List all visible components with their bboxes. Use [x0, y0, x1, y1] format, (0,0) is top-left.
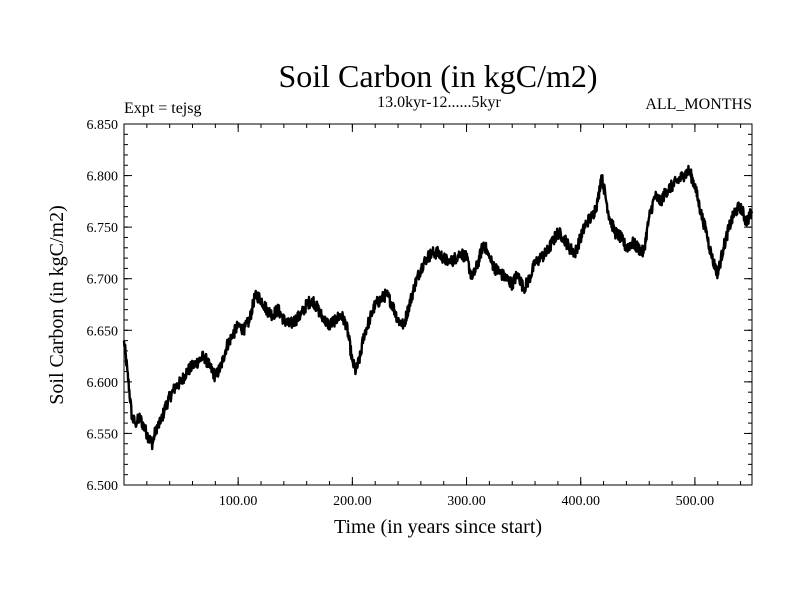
- y-tick-label: 6.500: [87, 479, 119, 494]
- months-label: ALL_MONTHS: [645, 96, 752, 113]
- x-tick-label: 400.00: [561, 494, 600, 509]
- y-tick-label: 6.850: [87, 118, 119, 133]
- experiment-label: Expt = tejsg: [124, 100, 201, 117]
- y-axis-label: Soil Carbon (in kgC/m2): [46, 205, 68, 404]
- soil-carbon-series-line: [122, 164, 754, 451]
- y-tick-label: 6.600: [87, 376, 119, 391]
- chart-title: Soil Carbon (in kgC/m2): [278, 58, 597, 94]
- y-tick-label: 6.550: [87, 427, 119, 442]
- y-tick-label: 6.750: [87, 221, 119, 236]
- x-tick-label: 200.00: [333, 494, 372, 509]
- y-tick-label: 6.700: [87, 273, 119, 288]
- x-axis-label: Time (in years since start): [334, 516, 542, 538]
- y-tick-label: 6.800: [87, 170, 119, 185]
- x-tick-label: 300.00: [447, 494, 486, 509]
- plot-frame: [123, 123, 753, 486]
- x-tick-label: 500.00: [676, 494, 715, 509]
- y-axis-ticks: 6.500 6.550 6.600 6.650 6.700 6.750 6.800 6.850: [87, 118, 752, 494]
- x-tick-label: 100.00: [219, 494, 258, 509]
- chart-subtitle: 13.0kyr-12......5kyr: [377, 94, 501, 111]
- y-tick-label: 6.650: [87, 324, 119, 339]
